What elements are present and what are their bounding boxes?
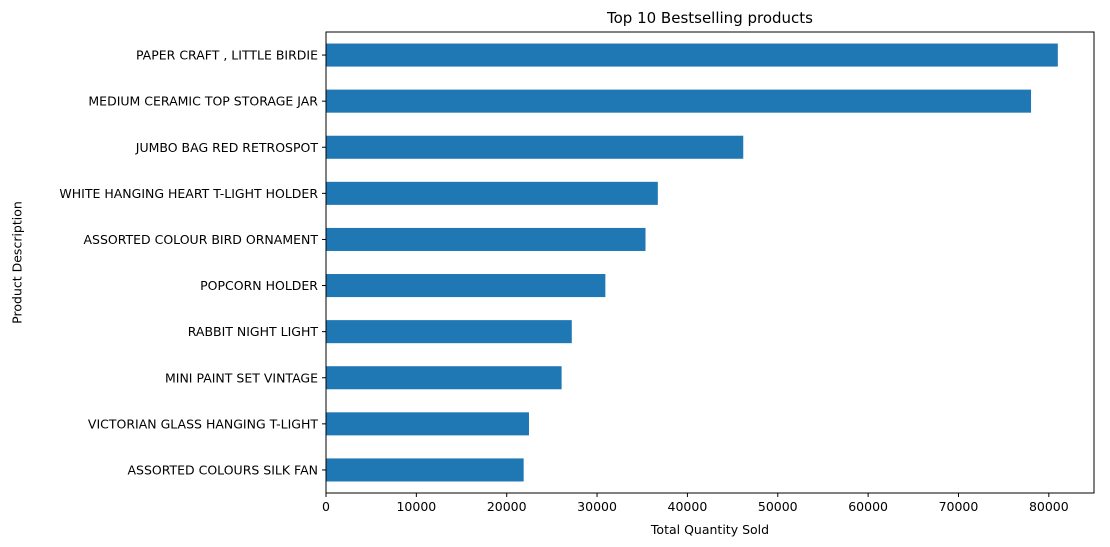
x-tick-label: 80000 [1029,499,1069,514]
bar [326,274,606,298]
x-tick-label: 40000 [668,499,708,514]
bar [326,43,1058,67]
bar [326,181,658,205]
y-tick-label: JUMBO BAG RED RETROSPOT [135,140,319,155]
x-tick-label: 70000 [939,499,979,514]
y-tick-label: VICTORIAN GLASS HANGING T-LIGHT [88,416,318,431]
bar [326,412,529,436]
x-tick-label: 20000 [487,499,527,514]
y-tick-label: MEDIUM CERAMIC TOP STORAGE JAR [88,94,318,109]
bars-group [326,43,1058,482]
x-tick-label: 50000 [758,499,798,514]
x-tick-label: 30000 [577,499,617,514]
x-tick-label: 10000 [396,499,436,514]
bar [326,135,744,159]
y-tick-label: RABBIT NIGHT LIGHT [188,324,319,339]
bar [326,89,1032,113]
x-tick-label: 60000 [848,499,888,514]
y-tick-label: ASSORTED COLOUR BIRD ORNAMENT [83,232,318,247]
bar [326,458,524,482]
plot-frame [325,31,1095,494]
y-tick-label: MINI PAINT SET VINTAGE [165,370,318,385]
bar [326,227,646,251]
y-axis-title: Product Description [10,201,25,324]
y-tick-label: POPCORN HOLDER [200,278,318,293]
y-tick-label: WHITE HANGING HEART T-LIGHT HOLDER [59,186,318,201]
x-axis-title: Total Quantity Sold [650,522,769,537]
x-tick-label: 0 [322,499,330,514]
x-axis: 0 10000 20000 30000 40000 50000 60000 70000 8000… [322,493,1069,514]
y-axis: PAPER CRAFT , LITTLE BIRDIE MEDIUM CERAMI… [59,48,326,477]
y-tick-label: ASSORTED COLOURS SILK FAN [127,462,318,477]
bar [326,320,572,344]
bar [326,366,562,390]
chart-title: Top 10 Bestselling products [606,9,813,27]
y-tick-label: PAPER CRAFT , LITTLE BIRDIE [136,48,318,63]
